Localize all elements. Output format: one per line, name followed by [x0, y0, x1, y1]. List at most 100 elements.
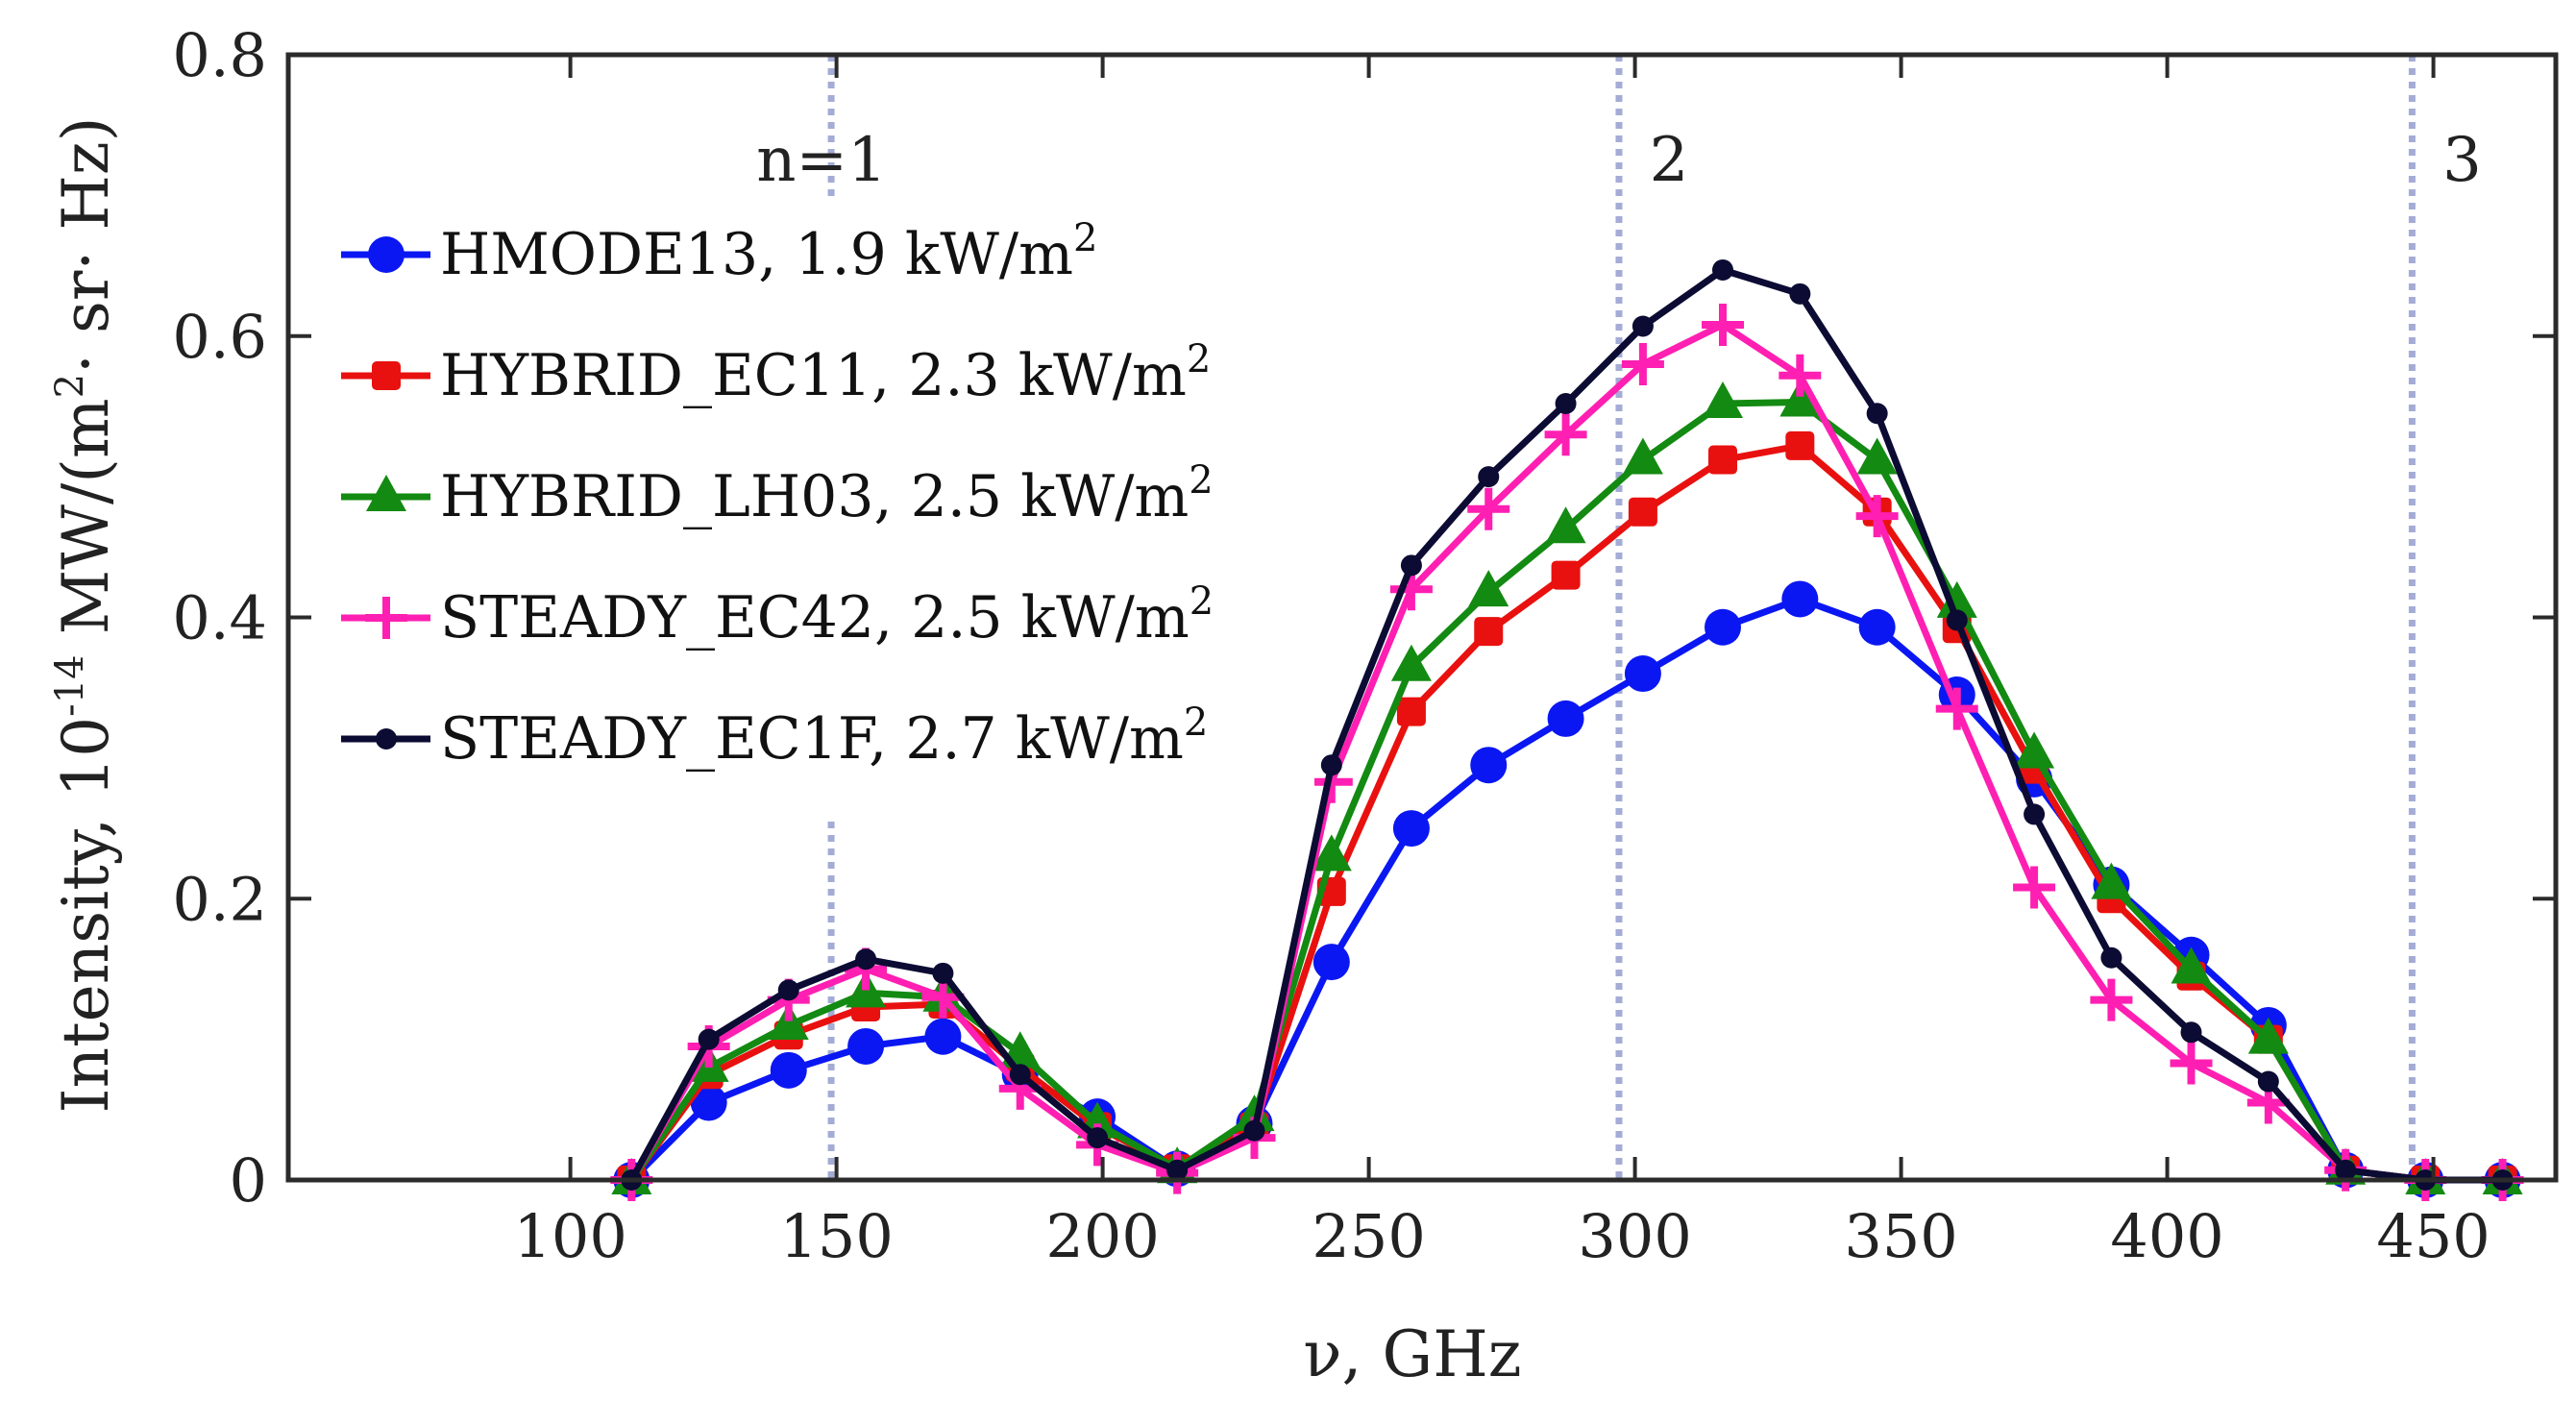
- data-point: [1243, 1119, 1265, 1142]
- data-point: [1628, 497, 1657, 527]
- data-point: [690, 1084, 727, 1121]
- legend-label-exponent: 2: [1189, 458, 1213, 503]
- y-tick-label: 0.2: [172, 864, 267, 934]
- data-point: [2335, 1159, 2357, 1181]
- y-axis-title-unit-rest: · sr· Hz): [49, 117, 123, 374]
- data-point: [2100, 946, 2122, 969]
- data-point: [1866, 403, 1888, 425]
- data-point: [1789, 283, 1811, 305]
- y-tick-label: 0.8: [172, 20, 267, 90]
- data-point: [1785, 430, 1815, 460]
- data-point: [2090, 978, 2133, 1021]
- legend-label-text: STEADY_EC42, 2.5 kW/m: [440, 584, 1190, 651]
- data-point: [2170, 1042, 2213, 1085]
- data-point: [932, 962, 954, 984]
- y-axis-title-unit-exponent: 2: [48, 374, 92, 398]
- data-point: [1712, 258, 1734, 281]
- data-point: [1400, 554, 1422, 577]
- data-point: [1396, 697, 1426, 726]
- data-point: [2247, 1017, 2289, 1054]
- data-point: [1166, 1159, 1189, 1181]
- legend-label-text: HYBRID_EC11, 2.3 kW/m: [440, 342, 1187, 409]
- data-point: [1470, 747, 1508, 784]
- data-point: [1313, 944, 1350, 981]
- legend-box: [330, 197, 1314, 822]
- harmonic-label: 2: [1650, 125, 1689, 196]
- data-point: [1544, 413, 1587, 456]
- x-tick-label: 100: [513, 1201, 626, 1271]
- legend-label: HYBRID_LH03, 2.5 kW/m2: [440, 458, 1214, 530]
- legend-label-text: HMODE13, 1.9 kW/m: [440, 221, 1073, 288]
- x-tick-label: 400: [2110, 1201, 2223, 1271]
- data-point: [376, 728, 397, 750]
- harmonic-label: n=1: [756, 125, 887, 196]
- x-tick-label: 150: [779, 1201, 893, 1271]
- data-point: [1545, 506, 1586, 544]
- data-point: [1702, 304, 1744, 347]
- data-point: [1936, 580, 1977, 618]
- data-point: [1855, 495, 1899, 538]
- legend-label: STEADY_EC42, 2.5 kW/m2: [440, 579, 1214, 651]
- y-tick-label: 0: [230, 1145, 267, 1216]
- data-point: [1705, 608, 1742, 646]
- legend-label: HMODE13, 1.9 kW/m2: [440, 216, 1097, 288]
- data-point: [847, 1027, 885, 1065]
- x-tick-label: 200: [1045, 1201, 1159, 1271]
- legend-label-exponent: 2: [1184, 700, 1208, 745]
- harmonic-labels: n=1 2 3: [756, 125, 2481, 196]
- data-point: [1478, 466, 1500, 488]
- data-point: [2091, 862, 2132, 899]
- data-point: [1009, 1064, 1031, 1086]
- data-point: [1708, 445, 1738, 475]
- x-tick-label: 250: [1312, 1201, 1425, 1271]
- data-point: [1551, 560, 1581, 590]
- data-point: [2257, 1070, 2279, 1093]
- data-point: [1858, 608, 1896, 646]
- axis-ticks: 100 150 200 250 300 350 400 450 0 0.2 0.4 0.6 0.8: [172, 20, 2556, 1271]
- y-tick-label: 0.4: [172, 583, 267, 653]
- data-point: [1474, 617, 1504, 647]
- data-point: [1624, 655, 1661, 693]
- legend-label-exponent: 2: [1073, 216, 1097, 260]
- data-point: [924, 1018, 962, 1055]
- data-point: [1320, 754, 1342, 776]
- data-point: [1621, 343, 1664, 386]
- data-point: [2180, 1021, 2202, 1044]
- legend-label: HYBRID_EC11, 2.3 kW/m2: [440, 337, 1211, 409]
- data-point: [365, 597, 407, 639]
- y-axis-title-unit: MW/(m: [49, 398, 123, 654]
- data-point: [1547, 700, 1584, 737]
- legend-label-text: STEADY_EC1F, 2.7 kW/m: [440, 705, 1184, 773]
- legend-label: STEADY_EC1F, 2.7 kW/m2: [440, 700, 1208, 773]
- data-point: [2024, 803, 2046, 825]
- data-point: [1392, 810, 1430, 848]
- data-point: [768, 1002, 809, 1040]
- data-point: [1781, 580, 1819, 618]
- data-point: [770, 1051, 807, 1089]
- legend-label-exponent: 2: [1190, 579, 1214, 624]
- y-tick-label: 0.6: [172, 302, 267, 372]
- data-point: [2013, 866, 2056, 909]
- data-point: [1311, 834, 1352, 872]
- data-point: [1779, 354, 1822, 397]
- y-axis-title: Intensity, 10-14 MW/(m2· sr· Hz): [48, 117, 123, 1114]
- x-axis-title: ν, GHz: [1303, 1317, 1521, 1391]
- data-point: [1935, 687, 1978, 730]
- y-axis-title-exponent: -14: [48, 654, 92, 716]
- data-point: [368, 236, 405, 273]
- data-point: [1467, 487, 1510, 530]
- data-point: [1631, 315, 1654, 337]
- data-point: [1946, 609, 1968, 631]
- data-point: [1779, 380, 1821, 417]
- data-point: [372, 361, 401, 390]
- data-point: [1703, 381, 1744, 419]
- y-axis-title-main: Intensity, 10: [49, 717, 123, 1114]
- data-point: [2171, 946, 2212, 984]
- series-layer: [610, 258, 2524, 1201]
- x-tick-label: 450: [2376, 1201, 2490, 1271]
- data-point: [1390, 644, 1432, 681]
- data-point: [855, 948, 877, 971]
- legend-label-exponent: 2: [1187, 337, 1211, 381]
- x-tick-label: 300: [1578, 1201, 1691, 1271]
